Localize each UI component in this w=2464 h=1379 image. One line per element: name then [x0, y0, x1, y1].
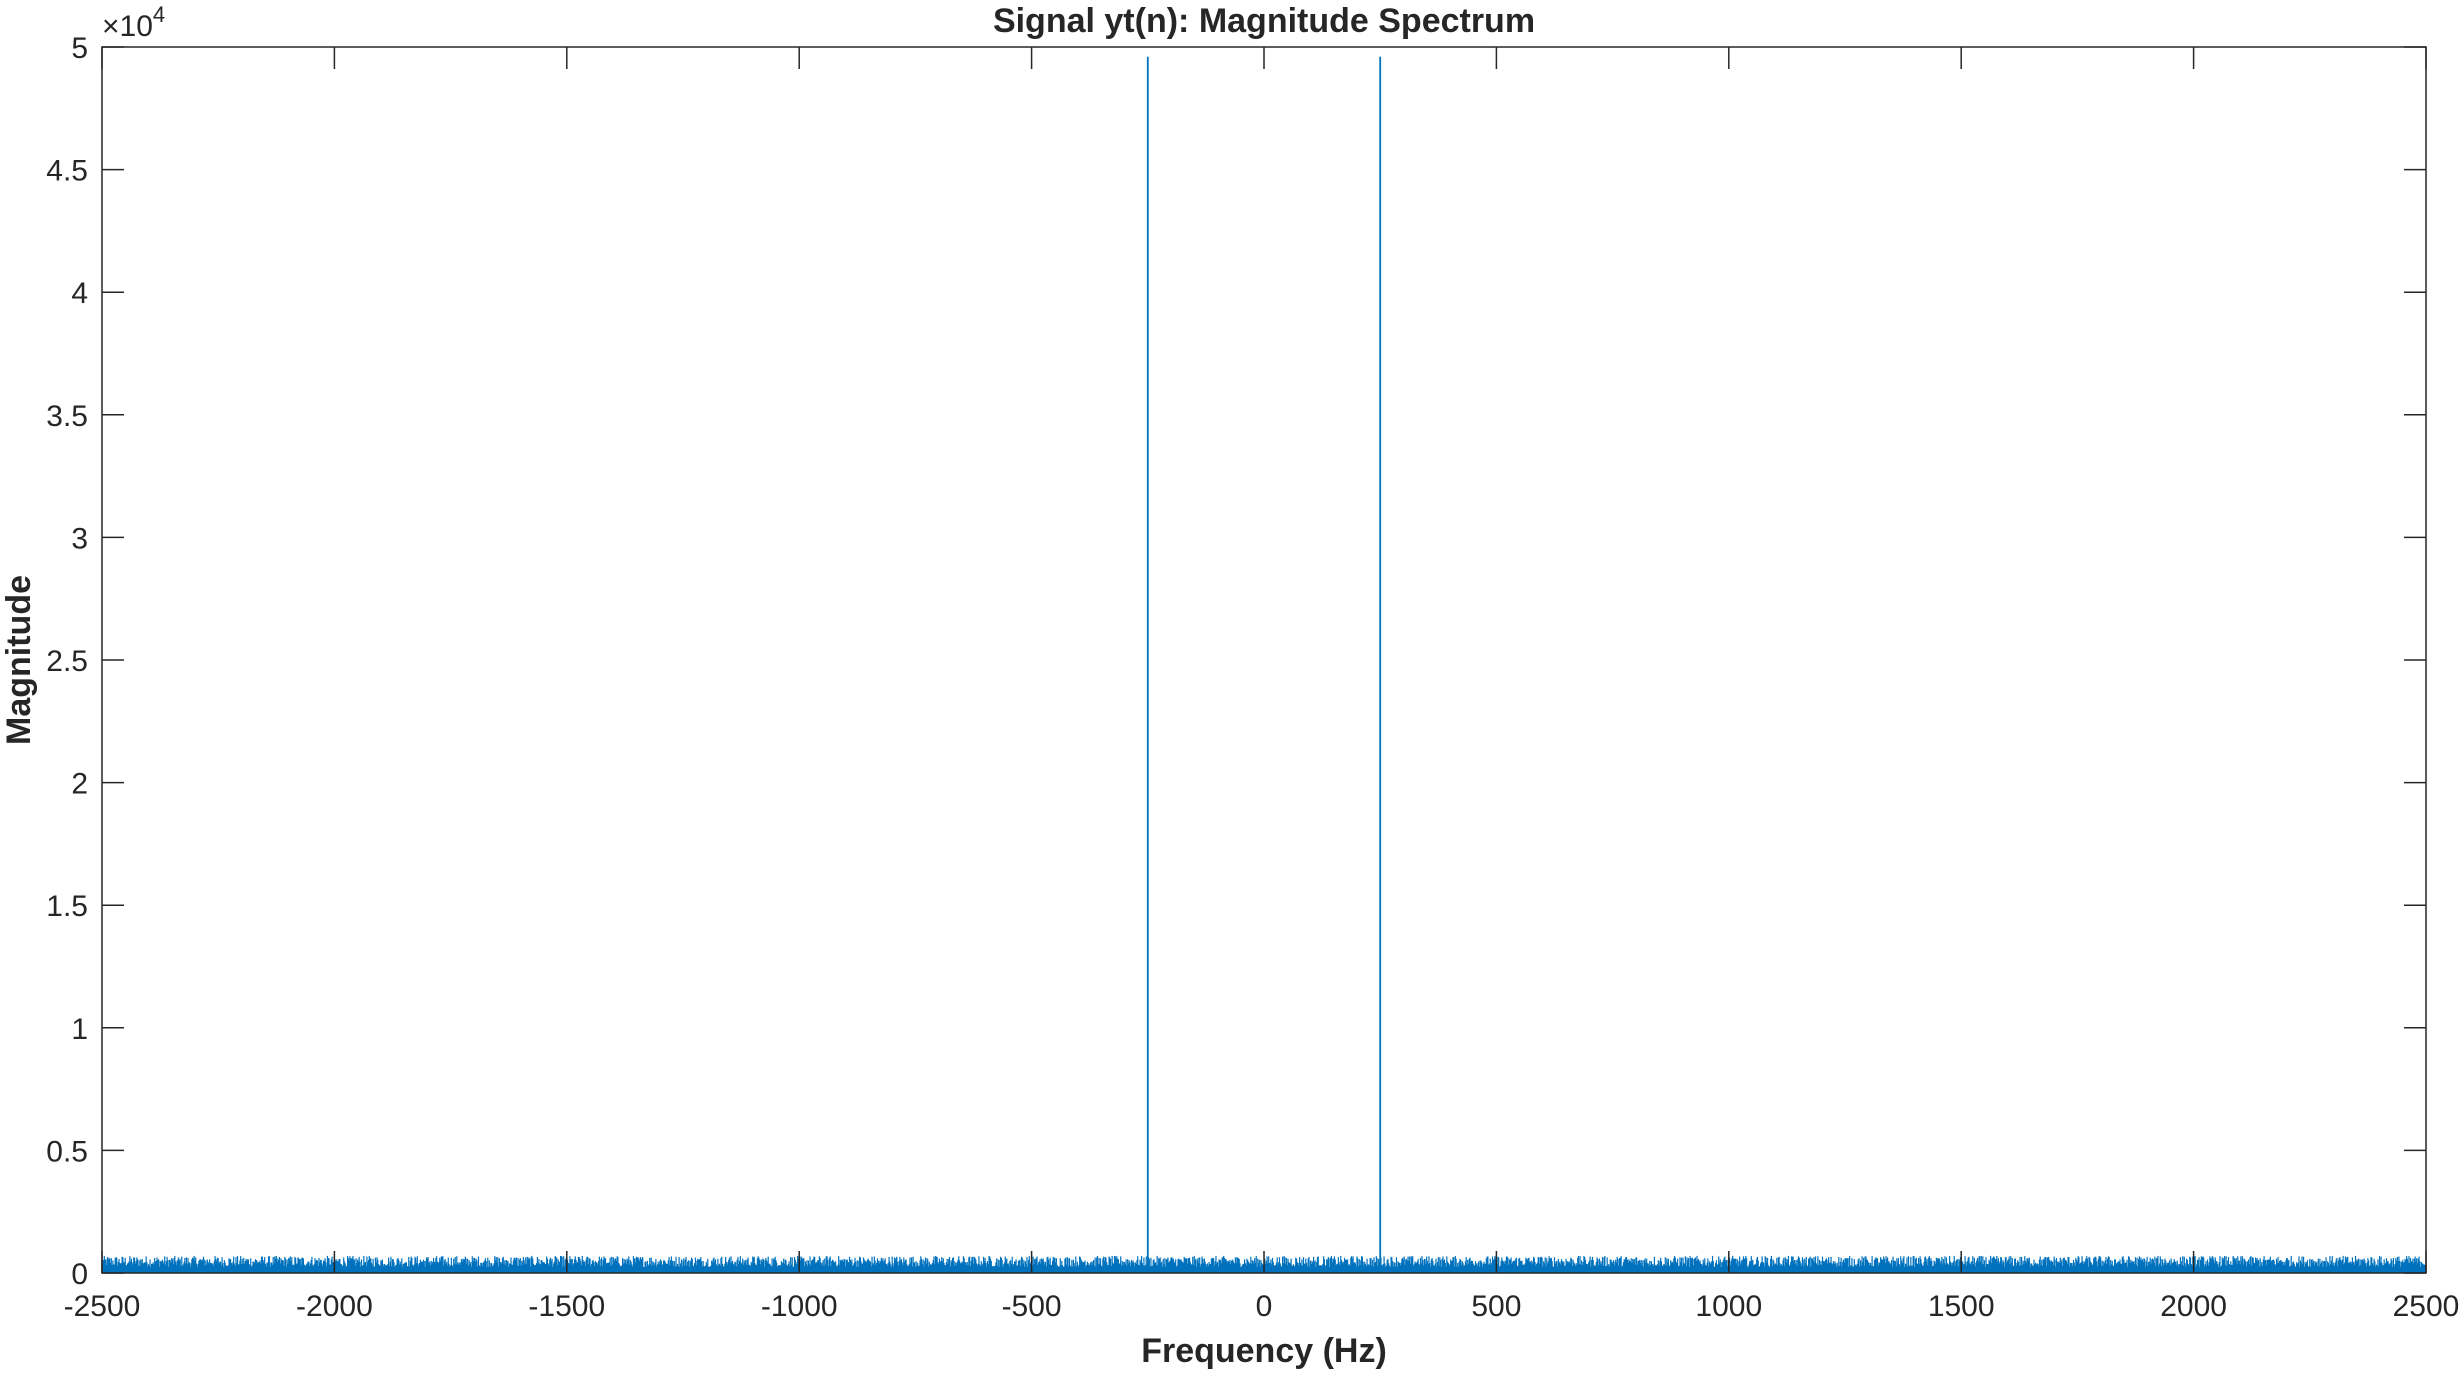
- y-axis-label: Magnitude: [0, 575, 38, 745]
- y-tick-label: 1: [71, 1013, 88, 1046]
- x-tick-label: 2500: [2393, 1290, 2460, 1323]
- y-tick-label: 3: [71, 522, 88, 555]
- x-tick-label: -1000: [761, 1290, 838, 1323]
- x-tick-label: -2500: [64, 1290, 141, 1323]
- y-exponent-label: ×104: [102, 2, 165, 43]
- plot-area: [102, 47, 2426, 1273]
- y-tick-label: 2: [71, 768, 88, 801]
- spectrum-series: [1146, 56, 1382, 1273]
- y-tick-label: 5: [71, 32, 88, 65]
- x-axis-ticks: -2500 -2000 -1500 -1000 -500 0 500 1000 1500 2000…: [64, 47, 2460, 1323]
- y-tick-label: 2.5: [46, 645, 88, 678]
- x-tick-label: -1500: [528, 1290, 605, 1323]
- x-tick-label: 500: [1471, 1290, 1521, 1323]
- y-tick-label: 4.5: [46, 155, 88, 188]
- y-tick-label: 3.5: [46, 400, 88, 433]
- y-tick-label: 0: [71, 1258, 88, 1291]
- x-tick-label: 0: [1256, 1290, 1273, 1323]
- x-tick-label: 1000: [1695, 1290, 1762, 1323]
- x-tick-label: -500: [1002, 1290, 1062, 1323]
- y-tick-label: 0.5: [46, 1135, 88, 1168]
- y-exponent-multiplier: ×10: [102, 10, 153, 43]
- x-tick-label: 2000: [2160, 1290, 2227, 1323]
- x-tick-label: -2000: [296, 1290, 373, 1323]
- y-tick-label: 1.5: [46, 890, 88, 923]
- y-exponent-power: 4: [153, 2, 165, 27]
- chart-title: Signal yt(n): Magnitude Spectrum: [993, 2, 1535, 40]
- y-axis-ticks: 0 0.5 1 1.5 2 2.5 3 3.5 4 4.5 5: [46, 32, 2426, 1291]
- y-tick-label: 4: [71, 277, 88, 310]
- x-tick-label: 1500: [1928, 1290, 1995, 1323]
- x-axis-label: Frequency (Hz): [1141, 1332, 1387, 1370]
